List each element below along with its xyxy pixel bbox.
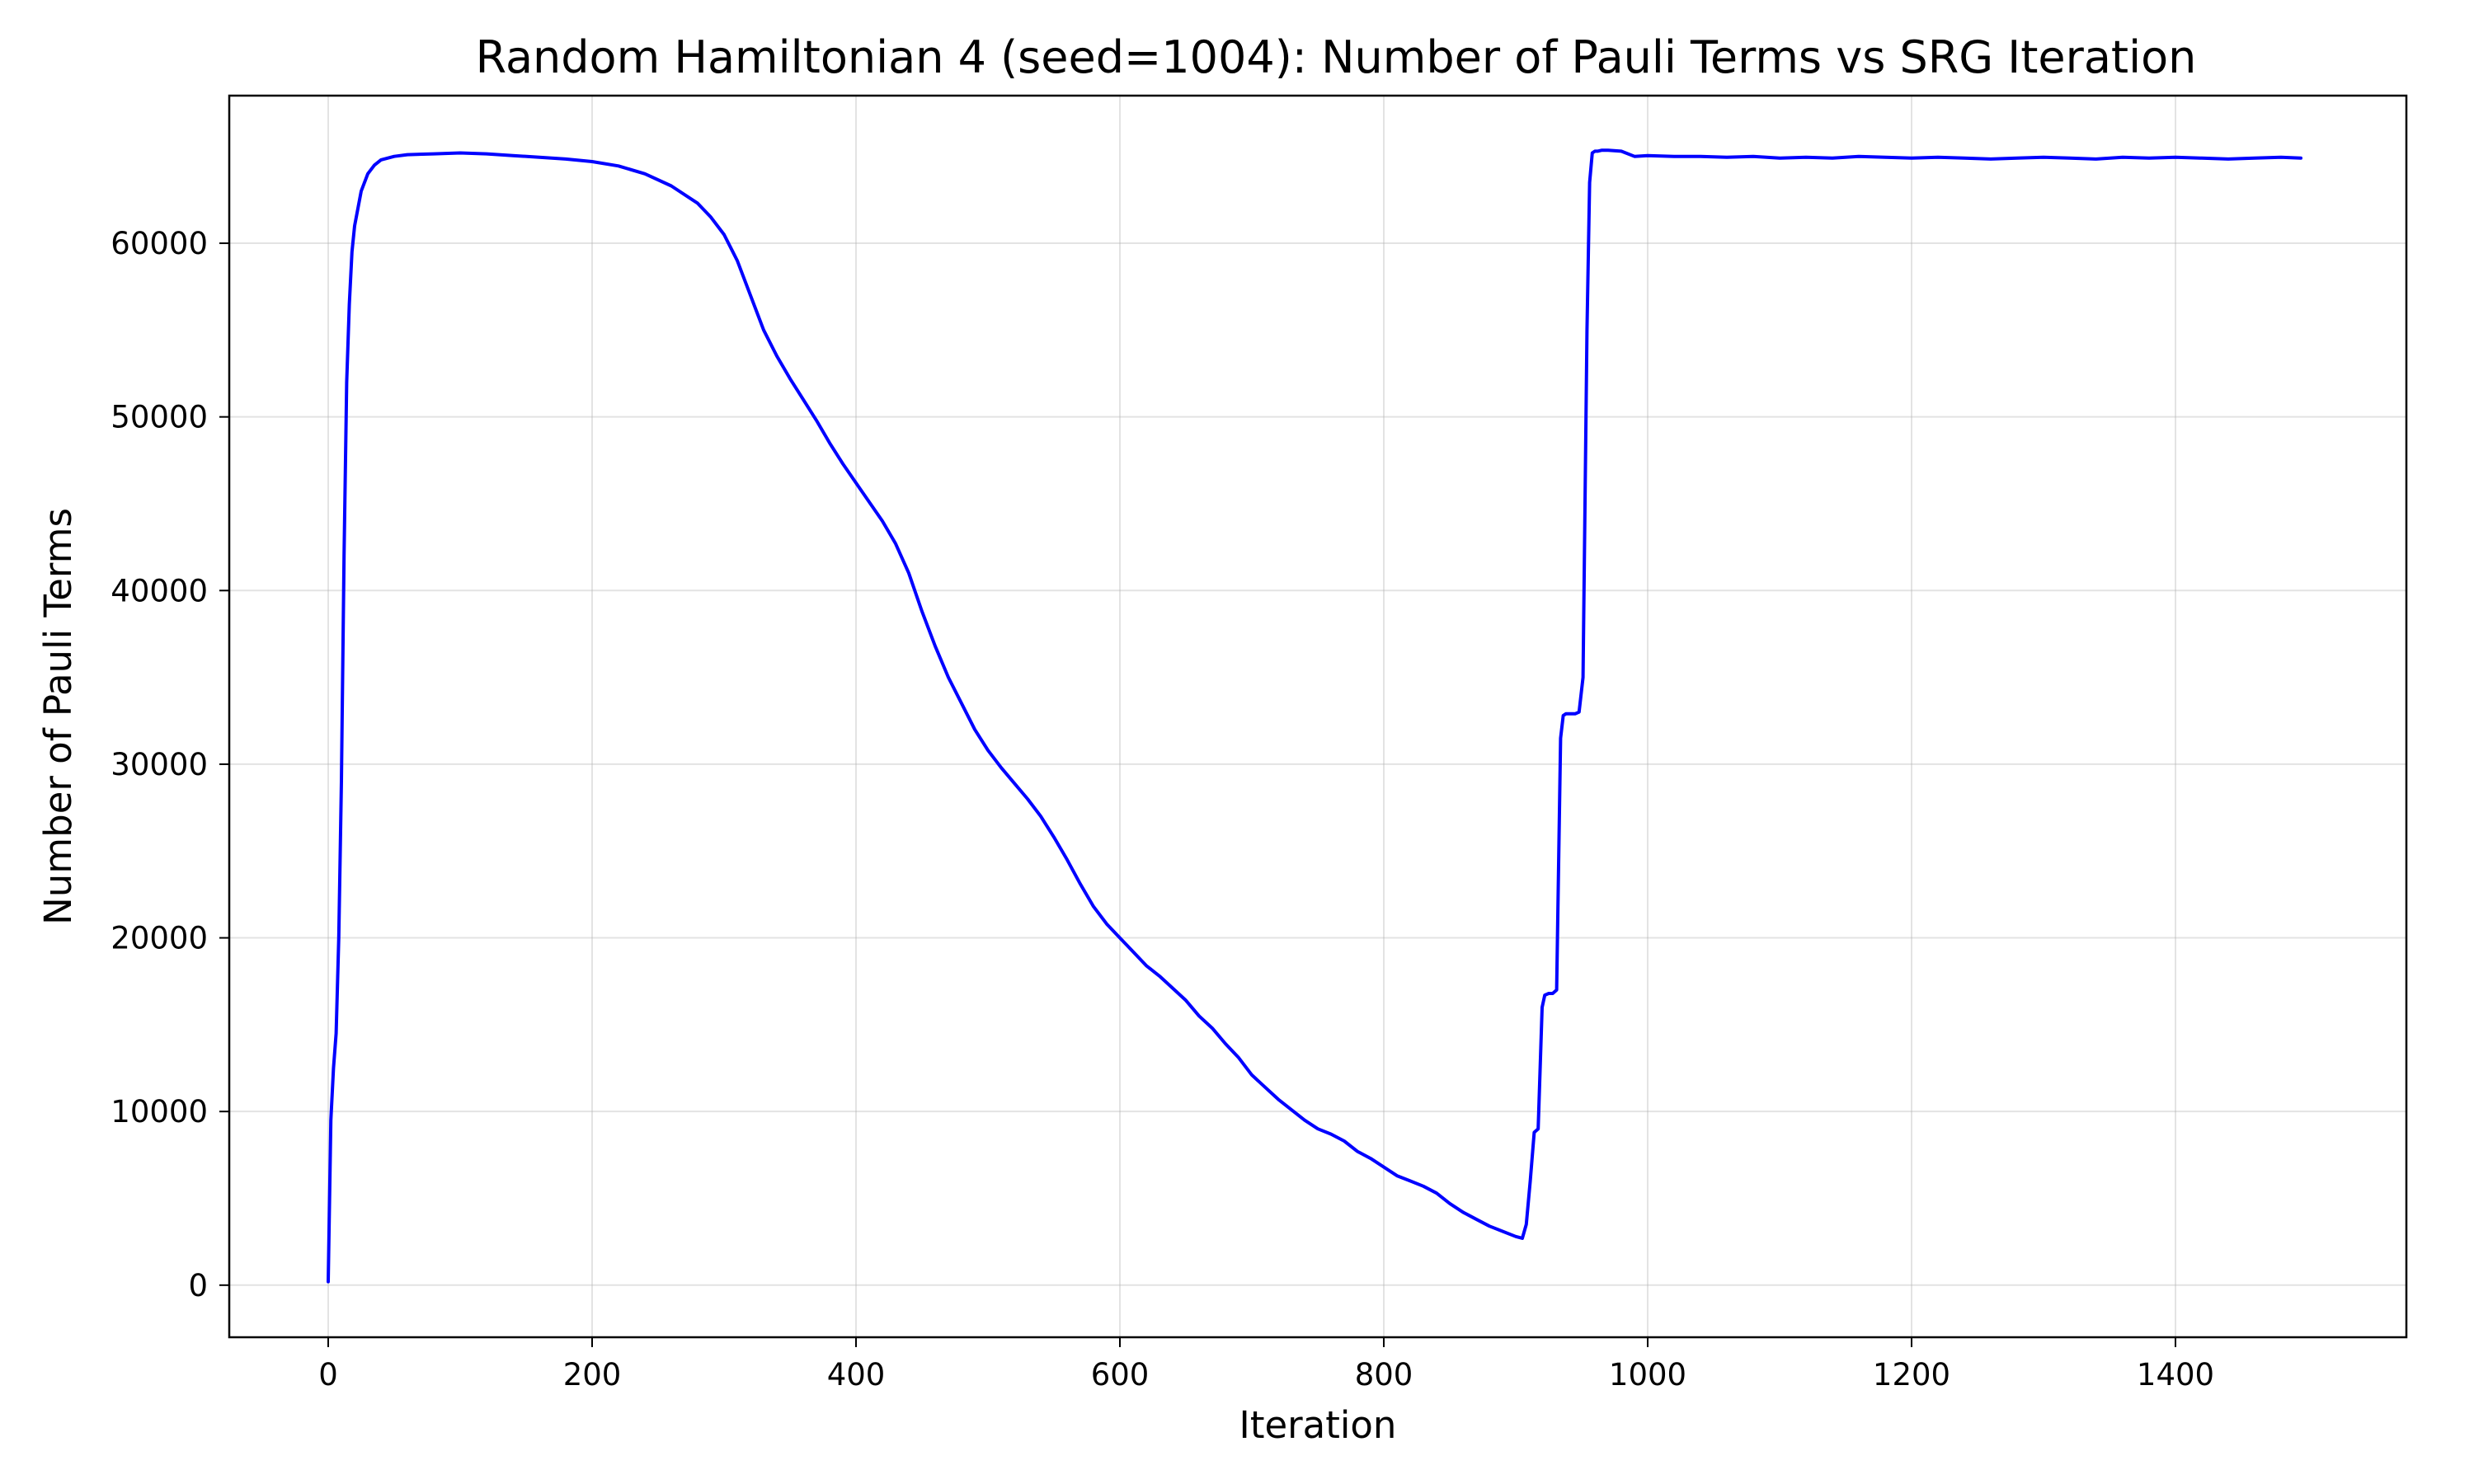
y-tick-label: 60000 — [111, 226, 208, 261]
series-layer — [327, 148, 2302, 1284]
plot-frame — [228, 94, 2408, 1339]
axis-ticks: 0 200 400 600 800 1000 1200 1400 0 10000 20000 3000… — [111, 226, 2214, 1392]
x-tick-label: 0 — [318, 1357, 338, 1392]
x-tick-label: 800 — [1355, 1357, 1413, 1392]
x-tick-label: 1000 — [1609, 1357, 1686, 1392]
y-tick-label: 0 — [188, 1268, 208, 1303]
x-tick-label: 600 — [1091, 1357, 1150, 1392]
grid-lines — [229, 96, 2406, 1337]
y-axis-label: Number of Pauli Terms — [36, 508, 80, 925]
y-tick-label: 40000 — [111, 573, 208, 608]
y-tick-label: 20000 — [111, 921, 208, 956]
y-tick-label: 50000 — [111, 400, 208, 435]
y-tick-label: 10000 — [111, 1094, 208, 1129]
chart-title: Random Hamiltonian 4 (seed=1004): Number… — [476, 31, 2197, 83]
x-axis-label: Iteration — [1239, 1403, 1397, 1447]
y-tick-label: 30000 — [111, 747, 208, 782]
series-line-0 — [327, 148, 2302, 1284]
x-tick-label: 1400 — [2137, 1357, 2214, 1392]
x-tick-label: 400 — [827, 1357, 886, 1392]
x-tick-label: 200 — [563, 1357, 622, 1392]
x-tick-label: 1200 — [1873, 1357, 1950, 1392]
